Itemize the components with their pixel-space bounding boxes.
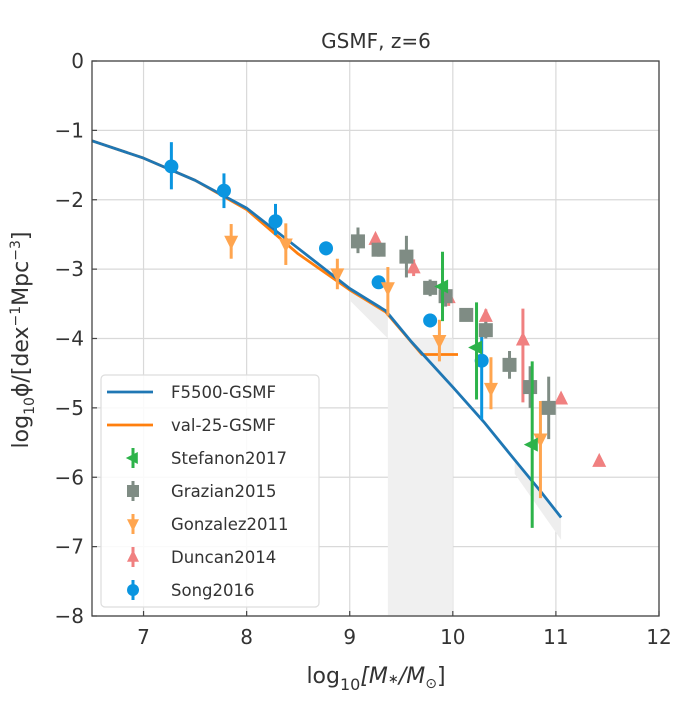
legend-marker-swatch: [125, 452, 138, 464]
y-tick-label: −7: [55, 535, 84, 559]
legend-marker-swatch: [127, 584, 139, 596]
data-point: [216, 183, 231, 198]
legend-item: Stefanon2017: [125, 448, 287, 468]
uncertainty-band: [349, 288, 388, 339]
data-point: [164, 159, 179, 174]
uncertainty-band-tail: [514, 459, 562, 540]
data-point: [523, 380, 538, 395]
data-point: [533, 433, 548, 448]
y-tick-labels: 0 −1 −2 −3 −4 −5 −6 −7 −8: [55, 49, 84, 628]
data-point: [554, 390, 569, 405]
shaded-band: [349, 288, 562, 616]
line-val-25-gsmf: [91, 139, 458, 356]
data-point: [380, 282, 395, 297]
x-tick-label: 10: [440, 625, 465, 649]
data-point: [523, 437, 538, 452]
chart-title: GSMF, z=6: [321, 29, 431, 53]
legend-item: Grazian2015: [127, 481, 277, 501]
data-point: [478, 307, 493, 322]
data-point: [423, 313, 438, 328]
legend-label: Duncan2014: [171, 548, 276, 567]
y-tick-label: −4: [55, 327, 84, 351]
y-tick-label: −2: [55, 188, 84, 212]
legend-item: val-25-GSMF: [107, 416, 276, 435]
legend-marker-swatch: [127, 549, 139, 562]
legend-item: Gonzalez2011: [127, 514, 289, 534]
data-point: [319, 241, 334, 256]
legend: F5500-GSMF val-25-GSMF Stefanon2017 Grazian…: [100, 374, 320, 608]
series-song2016: [164, 142, 489, 420]
x-axis-label: log10[M∗/M⊙]: [306, 664, 445, 694]
data-point: [330, 268, 345, 283]
data-point: [483, 382, 498, 397]
data-point: [406, 259, 421, 274]
data-point: [278, 238, 293, 253]
observational-points: [164, 142, 607, 528]
data-point: [468, 340, 483, 355]
series-gonzalez2011: [224, 223, 548, 499]
x-tick-label: 8: [240, 625, 253, 649]
legend-marker-swatch: [127, 485, 139, 497]
y-tick-label: −8: [55, 604, 84, 628]
legend-marker-swatch: [127, 519, 139, 532]
data-point: [423, 280, 438, 295]
y-tick-label: −6: [55, 465, 84, 489]
x-tick-label: 12: [646, 625, 671, 649]
legend-box: [100, 374, 320, 608]
data-point: [478, 323, 493, 338]
legend-label: Stefanon2017: [171, 449, 287, 468]
data-point: [371, 242, 386, 257]
x-tick-labels: 7 8 9 10 11 12: [137, 625, 672, 649]
x-tick-label: 9: [343, 625, 356, 649]
data-point: [459, 307, 474, 322]
data-point: [432, 334, 447, 349]
data-point: [268, 214, 283, 229]
series-stefanon2017: [434, 251, 538, 528]
legend-label: Grazian2015: [171, 482, 277, 501]
legend-label: Song2016: [171, 581, 255, 600]
data-point: [541, 400, 556, 415]
legend-item: F5500-GSMF: [107, 383, 276, 402]
model-lines: [91, 139, 563, 519]
data-point: [371, 275, 386, 290]
shaded-region: [387, 338, 453, 616]
data-point: [502, 357, 517, 372]
y-tick-label: −5: [55, 396, 84, 420]
x-tick-label: 7: [137, 625, 150, 649]
x-tick-label: 11: [543, 625, 568, 649]
legend-label: val-25-GSMF: [171, 416, 276, 435]
data-point: [434, 279, 449, 294]
data-point: [224, 235, 239, 250]
data-point: [592, 452, 607, 467]
y-axis-label: log10ϕ/[dex−1Mpc−3]: [8, 232, 38, 449]
axis-ticks: [92, 60, 660, 617]
line-f5500-gsmf: [91, 139, 563, 519]
data-point: [368, 230, 383, 245]
data-point: [515, 331, 530, 346]
data-point: [350, 234, 365, 249]
legend-item: Song2016: [127, 580, 255, 600]
y-tick-label: −3: [55, 257, 84, 281]
legend-item: Duncan2014: [127, 547, 276, 567]
data-point: [474, 353, 489, 368]
legend-label: Gonzalez2011: [171, 515, 289, 534]
legend-label: F5500-GSMF: [171, 383, 276, 402]
y-tick-label: 0: [71, 49, 84, 73]
y-tick-label: −1: [55, 118, 84, 142]
data-point: [399, 249, 414, 264]
